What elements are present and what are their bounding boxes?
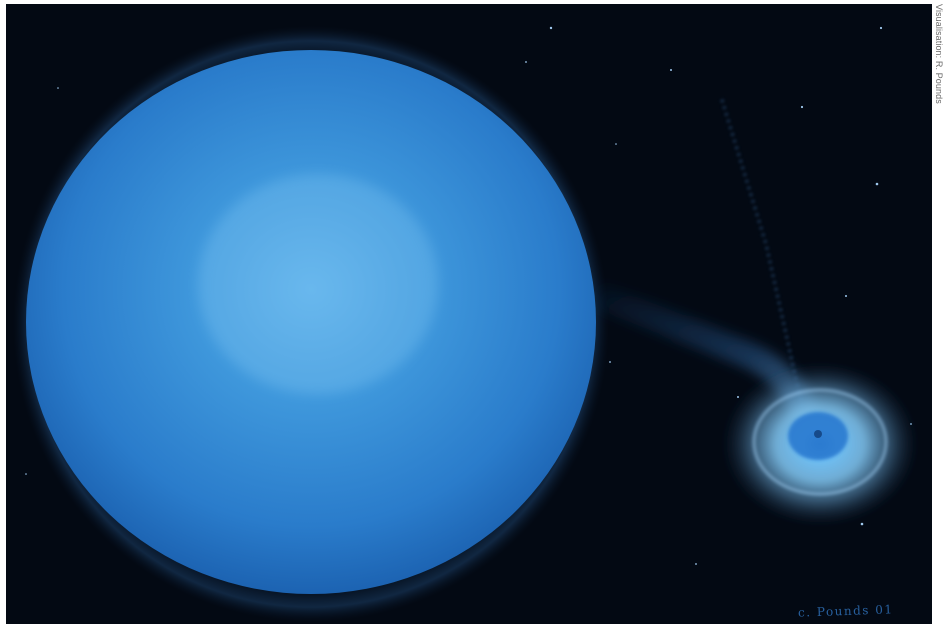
credit-text: Visualisation: R. Pounds (936, 4, 944, 104)
accretion-disk-ring (752, 388, 888, 496)
credit-strip: Visualisation: R. Pounds (936, 4, 944, 624)
polar-jet (720, 99, 808, 425)
star-highlight (198, 174, 438, 394)
binary-star-illustration (6, 4, 932, 624)
star-field (25, 26, 912, 565)
artwork-frame: c. Pounds 01 (6, 4, 932, 624)
compact-object (814, 430, 822, 438)
